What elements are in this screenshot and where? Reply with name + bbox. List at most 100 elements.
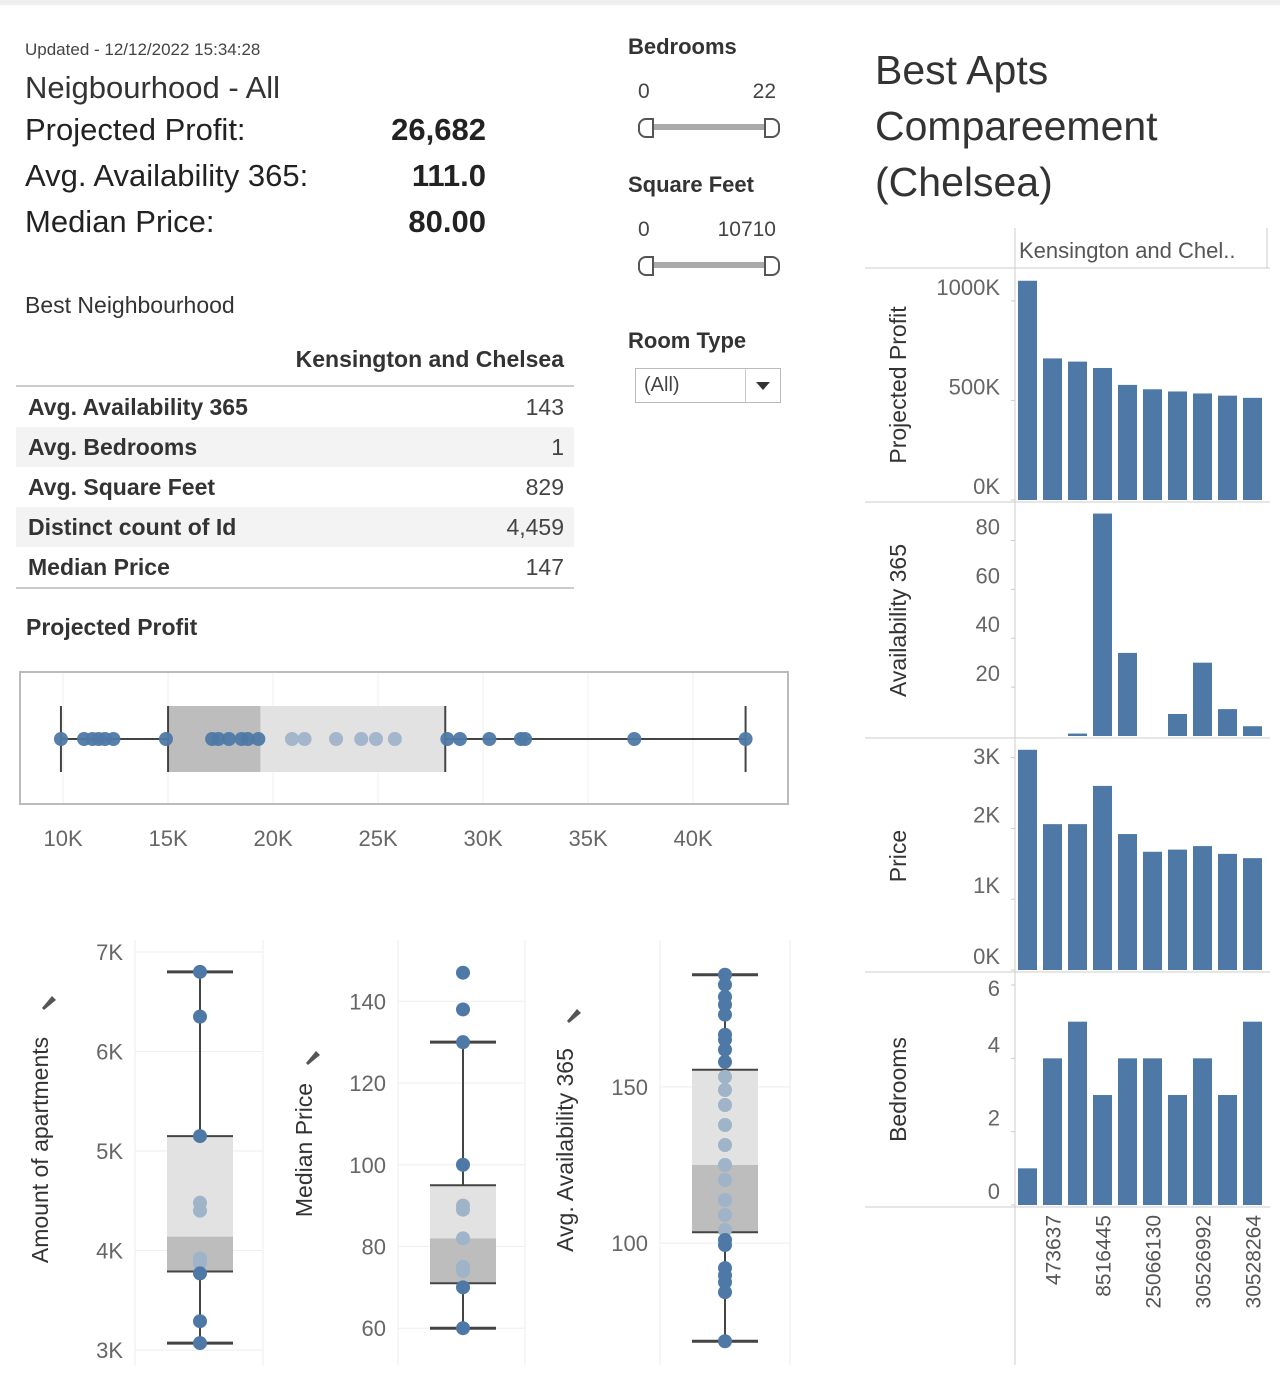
x-tick-label: 25066130 bbox=[1143, 1215, 1166, 1308]
kpi-value: 26,682 bbox=[391, 112, 486, 147]
slider-handle[interactable] bbox=[638, 118, 654, 138]
point bbox=[627, 732, 642, 746]
y-tick-label: 40 bbox=[976, 612, 1000, 637]
pin-icon bbox=[42, 996, 56, 1010]
bar bbox=[1143, 1058, 1162, 1205]
y-tick-label: 80 bbox=[976, 514, 1000, 539]
slider-track[interactable] bbox=[645, 262, 772, 268]
point bbox=[718, 1032, 732, 1047]
bar bbox=[1168, 391, 1187, 500]
point bbox=[518, 732, 533, 746]
point bbox=[440, 732, 455, 746]
point bbox=[718, 967, 732, 982]
x-tick-label: 35K bbox=[568, 826, 607, 851]
kpi-label: Avg. Availability 365: bbox=[25, 158, 309, 193]
bar bbox=[1218, 395, 1237, 500]
slider-handle[interactable] bbox=[638, 256, 654, 276]
point bbox=[106, 732, 121, 746]
table-row: Avg. Availability 365 143 bbox=[16, 387, 574, 427]
point bbox=[718, 1083, 732, 1097]
point bbox=[193, 1129, 207, 1144]
y-axis-label: Median Price bbox=[291, 1083, 317, 1217]
point bbox=[387, 732, 402, 746]
dropdown-divider bbox=[745, 369, 746, 402]
point bbox=[738, 732, 753, 746]
point bbox=[718, 1042, 732, 1057]
dropdown-value: (All) bbox=[644, 374, 680, 396]
bar bbox=[1118, 384, 1137, 500]
kpi-label: Projected Profit: bbox=[25, 112, 246, 147]
bar bbox=[1118, 834, 1137, 970]
slider-handle[interactable] bbox=[764, 256, 780, 276]
row-value: 143 bbox=[525, 393, 564, 420]
y-axis-label: Projected Profit bbox=[885, 306, 911, 464]
slider-handle[interactable] bbox=[764, 118, 780, 138]
bar bbox=[1068, 1021, 1087, 1205]
box-upper bbox=[167, 1136, 233, 1237]
point bbox=[718, 1138, 732, 1152]
table-title: Best Neighbourhood bbox=[25, 292, 235, 318]
table: Avg. Availability 365 143 Avg. Bedrooms 1 Av… bbox=[16, 387, 574, 589]
point bbox=[456, 1202, 470, 1217]
x-tick-label: 30528264 bbox=[1243, 1215, 1266, 1309]
point bbox=[718, 1238, 732, 1252]
bar bbox=[1043, 358, 1062, 500]
point bbox=[456, 1321, 470, 1336]
dropdown[interactable]: (All) bbox=[635, 368, 781, 403]
y-tick-label: 500K bbox=[949, 374, 1001, 399]
bar bbox=[1168, 714, 1187, 736]
bar bbox=[1218, 853, 1237, 970]
point bbox=[718, 1173, 732, 1187]
y-tick-label: 1000K bbox=[936, 275, 1000, 300]
point bbox=[193, 1009, 207, 1024]
point bbox=[193, 1203, 207, 1218]
point bbox=[718, 1275, 732, 1290]
y-tick-label: 0K bbox=[973, 944, 1000, 969]
x-tick-label: 30K bbox=[463, 826, 502, 851]
bar bbox=[1143, 389, 1162, 500]
row-value: 147 bbox=[525, 553, 564, 580]
bar bbox=[1243, 397, 1262, 500]
bar bbox=[1118, 1058, 1137, 1205]
y-tick-label: 140 bbox=[349, 989, 386, 1014]
row-value: 4,459 bbox=[435, 507, 574, 547]
slider-track[interactable] bbox=[645, 124, 772, 130]
point bbox=[240, 732, 255, 746]
bar bbox=[1193, 662, 1212, 736]
y-axis-label: Avg. Availability 365 bbox=[552, 1048, 578, 1252]
table-row: Avg. Bedrooms 1 bbox=[16, 427, 574, 467]
point bbox=[193, 1336, 207, 1351]
point bbox=[718, 1118, 732, 1132]
y-tick-label: 7K bbox=[96, 940, 123, 965]
point bbox=[456, 1157, 470, 1172]
point bbox=[718, 1285, 732, 1300]
y-tick-label: 150 bbox=[611, 1075, 648, 1100]
pin-icon bbox=[306, 1051, 320, 1065]
y-tick-label: 20 bbox=[976, 661, 1000, 686]
x-tick-label: 30526992 bbox=[1193, 1215, 1216, 1308]
point bbox=[329, 732, 344, 746]
y-tick-label: 0K bbox=[973, 474, 1000, 499]
point bbox=[456, 1231, 470, 1246]
point bbox=[284, 732, 299, 746]
y-tick-label: 6K bbox=[96, 1039, 123, 1064]
filter-title: Room Type bbox=[628, 328, 747, 353]
point bbox=[53, 732, 68, 746]
point bbox=[297, 732, 312, 746]
point bbox=[456, 1280, 470, 1295]
slider-max: 22 bbox=[752, 80, 776, 103]
row-label: Distinct count of Id bbox=[16, 507, 436, 547]
boxplot-title: Projected Profit bbox=[26, 614, 198, 640]
point bbox=[718, 1158, 732, 1172]
x-tick-label: 15K bbox=[148, 826, 187, 851]
y-tick-label: 80 bbox=[362, 1234, 386, 1259]
bar bbox=[1243, 1021, 1262, 1205]
updated-text: Updated - 12/12/2022 15:34:28 bbox=[25, 40, 261, 59]
point bbox=[718, 1098, 732, 1112]
table-column-header: Kensington and Chelsea bbox=[16, 346, 574, 387]
row-value: 1 bbox=[435, 427, 574, 467]
point bbox=[718, 1007, 732, 1022]
bar bbox=[1043, 824, 1062, 970]
y-tick-label: 0 bbox=[988, 1179, 1000, 1204]
dropdown-arrow bbox=[756, 382, 770, 390]
